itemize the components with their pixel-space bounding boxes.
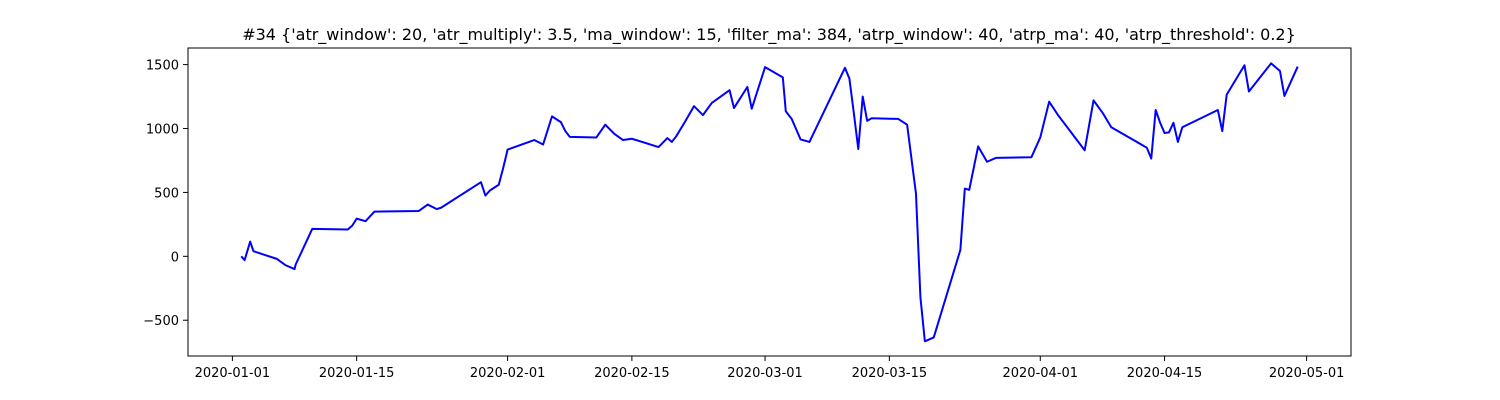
x-tick-label: 2020-03-01	[727, 366, 803, 381]
plot-frame	[187, 47, 1352, 357]
x-axis: 2020-01-01 2020-01-15 2020-02-01 2020-02-15…	[195, 356, 1345, 381]
y-axis: −500 0 500 1000 1500	[143, 59, 188, 329]
chart-title: #34 {'atr_window': 20, 'atr_multiply': 3…	[242, 25, 1296, 45]
x-tick-label: 2020-03-15	[852, 366, 928, 381]
y-tick-label: 1000	[146, 123, 179, 138]
x-tick-label: 2020-02-15	[594, 366, 670, 381]
plot-area	[240, 62, 1299, 343]
x-tick-label: 2020-02-01	[470, 366, 546, 381]
x-tick-label: 2020-01-15	[319, 366, 395, 381]
series-line-0	[240, 62, 1299, 343]
x-tick-label: 2020-04-01	[1002, 366, 1078, 381]
x-tick-label: 2020-01-01	[195, 366, 271, 381]
y-tick-label: 1500	[146, 59, 179, 74]
x-tick-label: 2020-05-01	[1269, 366, 1345, 381]
x-tick-label: 2020-04-15	[1127, 366, 1203, 381]
y-tick-label: −500	[143, 314, 179, 329]
y-tick-label: 0	[171, 250, 179, 265]
y-tick-label: 500	[154, 186, 179, 201]
